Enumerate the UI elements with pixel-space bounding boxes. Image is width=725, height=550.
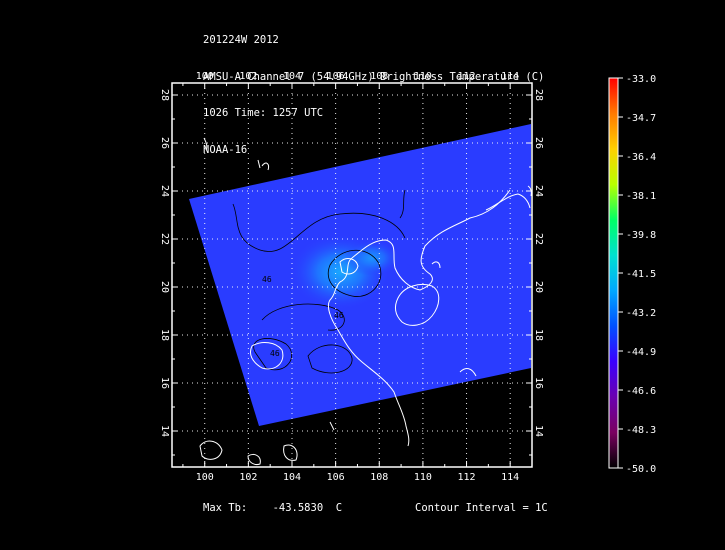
- lon-label: 114: [501, 71, 519, 82]
- lat-label: 26: [159, 137, 170, 149]
- max-tb-label: Max Tb:: [203, 502, 248, 514]
- leizhou-bay: [339, 258, 359, 275]
- island-outline: [459, 368, 477, 377]
- contour-lines: [232, 189, 406, 374]
- lat-label: 20: [533, 281, 544, 293]
- lon-label: 110: [414, 472, 432, 483]
- graticule-grid: [172, 83, 532, 467]
- lat-label: 28: [159, 89, 170, 101]
- header-storm-id: 201224W 2012: [203, 34, 279, 47]
- colorbar-label: -43.2: [626, 308, 656, 319]
- contour-line: [307, 344, 353, 374]
- lon-labels-top: 100 102 104 106 108 110 112 114: [196, 71, 520, 82]
- island-outline: [431, 261, 441, 269]
- lat-label: 14: [533, 425, 544, 437]
- contour-line: [253, 338, 292, 371]
- island-outline: [247, 453, 261, 465]
- lon-label: 100: [196, 472, 214, 483]
- fujian-coast: [485, 193, 531, 211]
- lat-label: 26: [533, 137, 544, 149]
- satellite-swath: [189, 124, 531, 426]
- lon-label: 108: [370, 71, 388, 82]
- island-outline: [527, 185, 532, 197]
- header-product: AMSU-A Channel 7 (54.94GHz) Brightness T…: [203, 70, 545, 83]
- lat-label: 16: [159, 377, 170, 389]
- colorbar: -33.0 -34.7 -36.4 -38.1 -39.8 -41.5 -43.…: [608, 74, 656, 475]
- lat-label: 28: [533, 89, 544, 101]
- contour-line: [232, 203, 406, 252]
- contour-label: 46: [262, 275, 272, 284]
- lon-label: 100: [196, 71, 214, 82]
- island-outline: [329, 421, 335, 431]
- lon-label: 102: [239, 472, 257, 483]
- lat-label: 14: [159, 425, 170, 437]
- contour-label: 46: [334, 311, 344, 320]
- colorbar-label: -36.4: [626, 152, 656, 163]
- contour-labels: 46 46 46: [262, 275, 344, 358]
- lat-label: 24: [533, 185, 544, 197]
- lat-label: 22: [159, 233, 170, 245]
- lon-labels-bottom: 100 102 104 106 108 110 112 114: [196, 472, 520, 483]
- lon-label: 106: [327, 71, 345, 82]
- island-outline: [199, 440, 223, 460]
- contour-interval: Contour Interval = 1C: [415, 502, 548, 514]
- lon-label: 102: [239, 71, 257, 82]
- lat-label: 20: [159, 281, 170, 293]
- lon-label: 112: [458, 71, 476, 82]
- colorbar-label: -38.1: [626, 191, 656, 202]
- max-tb-value: -43.5830: [272, 502, 324, 514]
- mainland-coast: [327, 189, 511, 447]
- lat-label: 16: [533, 377, 544, 389]
- colorbar-label: -48.3: [626, 425, 656, 436]
- contour-line: [327, 249, 382, 297]
- colorbar-label: -44.9: [626, 347, 656, 358]
- lat-label: 18: [533, 329, 544, 341]
- map-header: 201224W 2012 AMSU-A Channel 7 (54.94GHz)…: [203, 10, 544, 168]
- lat-labels-right: 14 16 18 20 22 24 26 28: [533, 89, 544, 437]
- hainan-island: [394, 284, 440, 326]
- lon-label: 104: [283, 472, 301, 483]
- header-time: 1026 Time: 1257 UTC: [203, 107, 324, 120]
- max-tb-readout: Max Tb: -43.5830 C: [203, 502, 342, 514]
- contour-line: [399, 189, 406, 219]
- contour-line: [261, 303, 345, 331]
- lon-label: 104: [283, 71, 301, 82]
- island-outline: [203, 137, 208, 151]
- island-outline: [283, 444, 298, 461]
- lon-label: 112: [458, 472, 476, 483]
- colorbar-label: -50.0: [626, 464, 656, 475]
- max-tb-unit: C: [335, 502, 343, 514]
- header-satellite: NOAA-16: [203, 143, 248, 156]
- colorbar-label: -41.5: [626, 269, 656, 280]
- lon-label: 108: [370, 472, 388, 483]
- colorbar-label: -46.6: [626, 386, 656, 397]
- lat-label: 22: [533, 233, 544, 245]
- colorbar-label: -33.0: [626, 74, 656, 85]
- colorbar-label: -34.7: [626, 113, 656, 124]
- lon-label: 106: [327, 472, 345, 483]
- colorbar-ticks: [618, 77, 623, 469]
- lat-label: 24: [159, 185, 170, 197]
- contour-label: 46: [270, 349, 280, 358]
- lon-label: 110: [414, 71, 432, 82]
- lat-label: 18: [159, 329, 170, 341]
- lat-labels-left: 14 16 18 20 22 24 26 28: [159, 89, 170, 437]
- colorbar-label: -39.8: [626, 230, 656, 241]
- inland-lake: [249, 342, 284, 370]
- coastline: [199, 137, 532, 465]
- map-frame: [171, 82, 533, 468]
- colorbar-bar: [608, 77, 619, 469]
- lon-label: 114: [501, 472, 519, 483]
- island-outline: [257, 159, 269, 171]
- colorbar-labels: -33.0 -34.7 -36.4 -38.1 -39.8 -41.5 -43.…: [626, 74, 656, 475]
